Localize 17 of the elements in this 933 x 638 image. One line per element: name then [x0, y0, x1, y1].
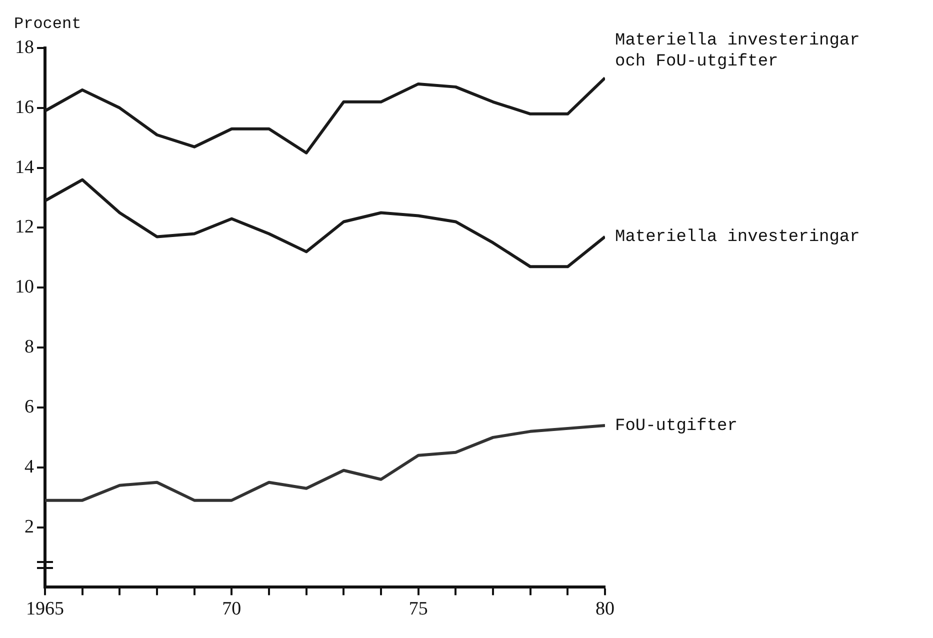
y-tick-label: 16: [15, 96, 34, 118]
series-label: Materiella investeringar: [615, 228, 860, 248]
x-tick-label: 1965: [26, 598, 64, 620]
series-label: Materiella investeringar och FoU-utgifter: [615, 32, 860, 72]
y-tick-label: 18: [15, 36, 34, 58]
y-tick-label: 6: [24, 396, 34, 418]
x-tick-label: 80: [596, 598, 614, 620]
y-tick-label: 4: [24, 456, 34, 478]
x-tick-label: 70: [222, 598, 242, 620]
x-tick-label: 75: [408, 598, 428, 620]
y-tick-label: 2: [24, 516, 34, 538]
y-tick-label: 8: [24, 336, 34, 358]
y-tick-label: 14: [15, 156, 34, 178]
y-tick-label: 12: [15, 216, 34, 238]
series-label: FoU-utgifter: [615, 416, 738, 436]
y-axis-title: Procent: [14, 15, 82, 34]
y-tick-label: 10: [15, 276, 34, 298]
